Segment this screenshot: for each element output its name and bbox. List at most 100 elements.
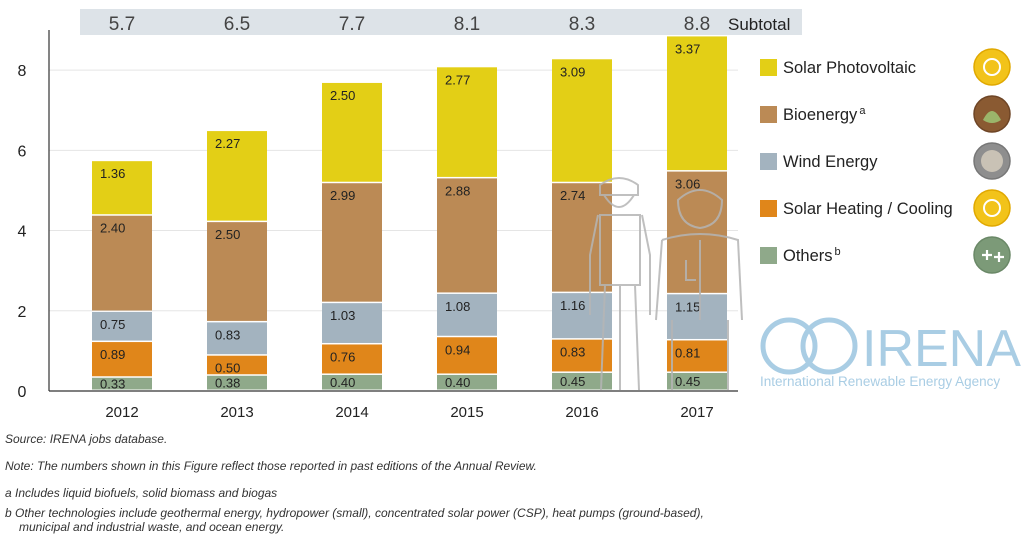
bar-segment	[92, 215, 152, 311]
bar-segment	[667, 294, 727, 339]
irena-wordmark: IRENA	[862, 320, 1021, 378]
bar-value-label: 2.50	[215, 227, 240, 242]
subtotal-value: 8.8	[684, 14, 710, 35]
irena-logo: IRENA International Renewable Energy Age…	[760, 317, 1021, 389]
x-tick-label: 2015	[450, 404, 483, 421]
stacked-bar-chart: Subtotal 5.7 6.5 7.7 8.1 8.3 8.8 0.33 0.89 0.75…	[18, 9, 1021, 421]
subtotal-band	[80, 9, 802, 35]
subtotal-value: 8.3	[569, 14, 595, 35]
plus-shape-icon	[982, 250, 1004, 262]
x-tick-label: 2013	[220, 404, 253, 421]
bar-segment	[552, 372, 612, 390]
bar-value-label: 3.09	[560, 64, 585, 79]
bar-value-label: 2.27	[215, 136, 240, 151]
sun-core-icon	[983, 199, 1001, 217]
bar-value-label: 0.45	[560, 374, 585, 389]
y-tick-label: 8	[18, 63, 27, 80]
bar-value-label: 1.03	[330, 308, 355, 323]
legend: Solar Photovoltaic Bioenergy a Wind Energy S…	[760, 48, 1011, 274]
subtotal-value: 7.7	[339, 14, 365, 35]
legend-label: Solar Photovoltaic	[783, 59, 916, 77]
bar-value-label: 3.37	[675, 41, 700, 56]
bar-segment	[437, 67, 497, 177]
footnote-b: b Other technologies include geothermal …	[5, 506, 704, 520]
sun-core-icon	[983, 58, 1001, 76]
x-tick-label: 2016	[565, 404, 598, 421]
bar-segment	[92, 377, 152, 390]
bar-value-label: 3.06	[675, 177, 700, 192]
legend-label: Others b	[783, 246, 841, 265]
bar-value-label: 0.81	[675, 345, 700, 360]
y-tick-label: 2	[18, 304, 27, 321]
x-tick-label: 2014	[335, 404, 368, 421]
bar-segment	[552, 183, 612, 292]
bar-segment	[207, 322, 267, 355]
legend-label: Solar Heating / Cooling	[783, 200, 953, 218]
subtotal-value: 6.5	[224, 14, 250, 35]
bar-segment	[552, 59, 612, 182]
gridlines	[49, 69, 738, 312]
bar-value-label: 2.74	[560, 188, 585, 203]
bar-value-label: 0.40	[330, 375, 355, 390]
x-tick-labels: 2012 2013 2014 2015 2016 2017	[105, 404, 713, 421]
sun-badge-icon	[973, 189, 1011, 227]
bar-segment	[322, 374, 382, 390]
bar-value-label: 2.50	[330, 88, 355, 103]
bar-segment	[667, 372, 727, 390]
female-worker-outline	[589, 177, 651, 391]
bar-value-label: 1.08	[445, 299, 470, 314]
bar-segment	[437, 374, 497, 390]
legend-swatch	[760, 200, 777, 217]
subtotal-value: 8.1	[454, 14, 480, 35]
bar-segment	[92, 342, 152, 377]
worker-illustration	[589, 177, 743, 391]
bar-value-label: 0.40	[445, 375, 470, 390]
general-note: Note: The numbers shown in this Figure r…	[5, 459, 537, 473]
bar-segment	[92, 311, 152, 341]
bar-segment	[437, 178, 497, 293]
y-tick-label: 0	[18, 384, 27, 401]
subtotal-label: Subtotal	[728, 15, 790, 34]
bar-value-label: 2.77	[445, 72, 470, 87]
bar-value-label: 0.45	[675, 374, 700, 389]
bar-segment	[667, 171, 727, 293]
bar-segment	[322, 303, 382, 343]
bar-segment	[322, 344, 382, 374]
male-worker-outline	[655, 189, 743, 390]
bar-value-label: 0.33	[100, 376, 125, 391]
bar-segment	[667, 340, 727, 372]
bar-segment	[322, 183, 382, 302]
bar-segment	[437, 337, 497, 374]
source-note: Source: IRENA jobs database.	[5, 432, 168, 446]
bar-value-label: 0.89	[100, 347, 125, 362]
bar-segment	[437, 293, 497, 336]
subtotal-value: 5.7	[109, 14, 135, 35]
bar-value-label: 0.83	[215, 327, 240, 342]
bar-segment	[207, 131, 267, 221]
bar-segment	[92, 161, 152, 215]
globe-right-icon	[800, 317, 858, 375]
globe-left-icon	[760, 317, 818, 375]
bar-segment	[667, 36, 727, 171]
bar-segment	[207, 355, 267, 375]
y-tick-label: 6	[18, 143, 27, 160]
legend-label: Wind Energy	[783, 153, 878, 171]
legend-swatch	[760, 153, 777, 170]
irena-tagline: International Renewable Energy Agency	[760, 374, 1000, 389]
bar-value-label: 0.94	[445, 342, 470, 357]
legend-label: Bioenergy a	[783, 105, 866, 124]
footnote-b-continued: municipal and industrial waste, and ocea…	[19, 520, 285, 534]
bar-value-label: 0.75	[100, 317, 125, 332]
wind-disc-icon	[981, 150, 1003, 172]
bar-value-label: 0.76	[330, 349, 355, 364]
bar-value-label: 0.38	[215, 375, 240, 390]
y-tick-labels: 0 2 4 6 8	[18, 63, 27, 401]
leaf-shape-icon	[983, 111, 1001, 123]
bar-segment	[552, 293, 612, 339]
legend-swatch	[760, 59, 777, 76]
bar-value-label: 2.99	[330, 188, 355, 203]
footnotes: Source: IRENA jobs database. Note: The n…	[5, 432, 905, 534]
bar-value-label: 0.83	[560, 345, 585, 360]
bar-value-label: 1.16	[560, 298, 585, 313]
bar-value-label: 1.36	[100, 166, 125, 181]
